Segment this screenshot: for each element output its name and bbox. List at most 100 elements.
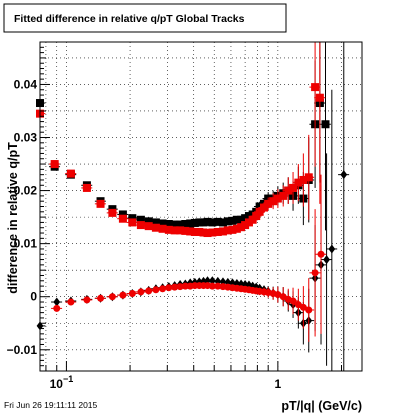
data-point xyxy=(144,222,153,231)
series-1 xyxy=(36,42,326,238)
data-point xyxy=(118,214,127,223)
data-point xyxy=(279,191,288,200)
data-point xyxy=(223,217,232,226)
data-point xyxy=(340,170,348,180)
data-point xyxy=(136,221,145,230)
x-tick-label: 1 xyxy=(275,377,282,391)
data-point xyxy=(289,183,298,192)
data-point xyxy=(66,169,75,178)
data-point xyxy=(328,244,336,254)
footer-timestamp: Fri Jun 26 19:11:11 2015 xyxy=(4,400,98,410)
y-tick-label: −0.01 xyxy=(7,343,38,357)
data-point xyxy=(83,296,91,304)
data-point xyxy=(190,218,199,227)
data-point xyxy=(108,293,116,301)
data-point xyxy=(128,290,136,298)
data-point xyxy=(176,226,185,235)
data-point xyxy=(171,283,179,291)
data-point xyxy=(128,214,137,223)
data-point xyxy=(273,194,282,203)
data-point xyxy=(137,288,145,296)
y-tick-label: 0.01 xyxy=(14,237,38,251)
data-point xyxy=(159,285,167,293)
chart-title: Fitted difference in relative q/pT Globa… xyxy=(14,13,245,25)
data-point xyxy=(260,203,269,212)
data-point xyxy=(252,212,261,221)
data-point xyxy=(208,218,217,227)
data-point xyxy=(151,223,160,232)
x-tick-exponent: −1 xyxy=(63,374,73,384)
data-point xyxy=(218,227,227,236)
data-point xyxy=(203,229,212,238)
data-point xyxy=(144,217,153,226)
data-point xyxy=(53,304,61,312)
data-point xyxy=(151,218,160,227)
series-layer xyxy=(36,42,350,371)
data-point xyxy=(67,298,75,306)
data-point xyxy=(195,227,204,236)
data-point xyxy=(255,202,264,211)
data-point xyxy=(164,220,173,229)
data-point xyxy=(119,291,127,299)
data-point xyxy=(323,255,330,265)
data-point xyxy=(158,224,167,233)
series-3 xyxy=(51,174,327,342)
data-point xyxy=(53,297,61,307)
y-tick-label: 0.02 xyxy=(14,184,38,198)
data-point xyxy=(97,294,105,302)
data-point xyxy=(289,297,297,305)
data-point xyxy=(214,282,222,290)
data-point xyxy=(158,219,167,228)
data-point xyxy=(299,303,307,311)
data-point xyxy=(199,228,208,237)
data-point xyxy=(237,223,246,232)
data-point xyxy=(118,210,127,219)
data-point xyxy=(186,219,195,228)
data-point xyxy=(304,173,313,182)
data-point xyxy=(223,226,232,235)
data-point xyxy=(176,220,185,229)
data-point xyxy=(228,216,237,225)
data-point xyxy=(218,218,227,227)
x-axis-title: pT/|q| (GeV/c) xyxy=(281,399,362,413)
data-point xyxy=(264,199,273,208)
data-point xyxy=(176,283,184,291)
data-point xyxy=(164,225,173,234)
data-point xyxy=(311,83,320,92)
data-point xyxy=(269,197,278,206)
data-point xyxy=(228,225,237,234)
data-point xyxy=(311,269,319,277)
data-point xyxy=(199,218,208,227)
data-point xyxy=(128,218,137,227)
data-point xyxy=(203,217,212,226)
data-point xyxy=(181,220,190,229)
data-point xyxy=(315,93,324,102)
data-point xyxy=(181,226,190,235)
data-point xyxy=(136,215,145,224)
data-point xyxy=(186,227,195,236)
data-point xyxy=(294,178,303,187)
title-box xyxy=(3,3,287,33)
data-point xyxy=(208,228,217,237)
data-point xyxy=(50,160,59,169)
y-tick-label: 0 xyxy=(30,290,37,304)
data-point xyxy=(213,217,222,226)
data-point xyxy=(237,215,246,224)
data-point xyxy=(232,224,241,233)
data-point xyxy=(317,250,325,258)
y-tick-label: 0.04 xyxy=(14,77,38,91)
data-point xyxy=(305,306,313,314)
data-point xyxy=(284,186,293,195)
ticks xyxy=(40,41,343,372)
y-axis-title: difference in relative q/pT xyxy=(6,142,20,294)
data-point xyxy=(213,227,222,236)
data-point xyxy=(321,120,330,129)
data-point xyxy=(82,183,91,192)
data-point xyxy=(152,286,160,294)
data-point xyxy=(96,199,105,208)
data-point xyxy=(255,207,264,216)
data-point xyxy=(145,287,153,295)
data-point xyxy=(165,284,173,292)
